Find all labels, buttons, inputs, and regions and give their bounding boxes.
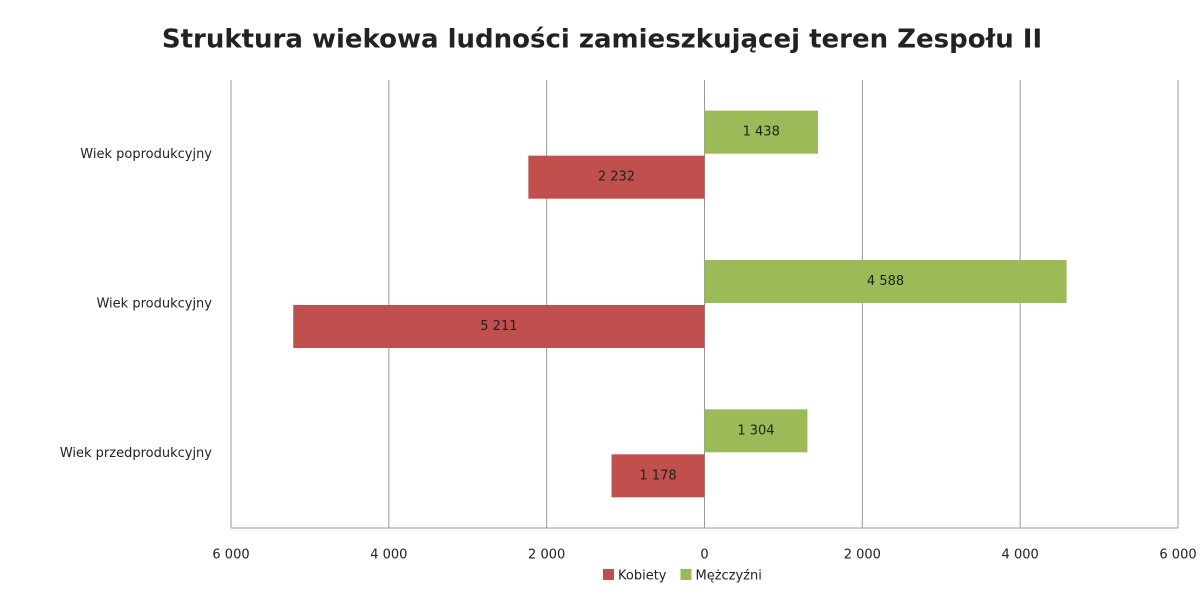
x-tick-label: 0 bbox=[700, 548, 708, 563]
bar bbox=[293, 305, 705, 348]
legend-label: Kobiety bbox=[618, 569, 667, 584]
bar bbox=[704, 260, 1067, 303]
bar bbox=[611, 454, 705, 498]
data-label: 4 588 bbox=[867, 274, 904, 289]
data-label: 1 304 bbox=[737, 423, 774, 438]
data-label: 1 438 bbox=[743, 125, 780, 140]
legend-swatch bbox=[603, 569, 614, 580]
bar bbox=[704, 409, 808, 453]
bar bbox=[528, 155, 705, 199]
data-label: 5 211 bbox=[480, 319, 517, 334]
y-tick-label: Wiek poprodukcyjny bbox=[80, 147, 212, 162]
legend-label: Mężczyźni bbox=[695, 569, 761, 584]
x-tick-label: 2 000 bbox=[844, 548, 881, 563]
x-tick-label: 6 000 bbox=[212, 548, 249, 563]
legend-swatch bbox=[680, 569, 692, 580]
x-tick-label: 4 000 bbox=[370, 548, 407, 563]
y-tick-label: Wiek przedprodukcyjny bbox=[60, 446, 212, 461]
x-tick-label: 2 000 bbox=[528, 548, 565, 563]
data-label: 1 178 bbox=[639, 468, 676, 483]
chart-title: Struktura wiekowa ludności zamieszkujące… bbox=[162, 25, 1042, 55]
x-tick-label: 6 000 bbox=[1159, 548, 1196, 563]
y-tick-label: Wiek produkcyjny bbox=[96, 297, 212, 312]
data-label: 2 232 bbox=[598, 170, 635, 185]
bar bbox=[704, 110, 818, 154]
x-tick-label: 4 000 bbox=[1002, 548, 1039, 563]
